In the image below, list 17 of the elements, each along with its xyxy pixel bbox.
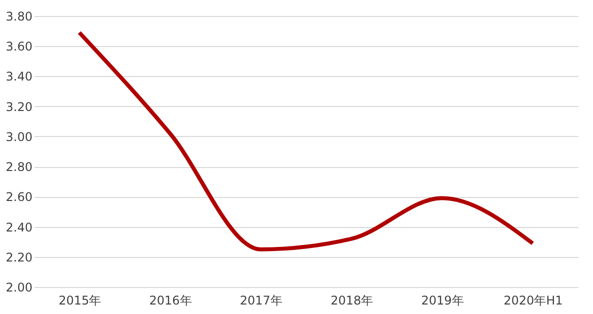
y-tick-label: 3.20 [6,100,32,114]
y-tick-label: 2.40 [6,220,32,234]
y-tick-label: 2.00 [6,280,32,294]
line-series [77,30,535,252]
y-tick-label: 3.00 [6,130,32,144]
x-tick-label: 2018年 [330,294,374,308]
y-tick-label: 3.40 [6,70,32,84]
x-tick-label: 2017年 [240,294,282,308]
y-tick-label: 2.80 [6,160,32,174]
x-tick-label: 2016年 [149,294,192,308]
y-tick-label: 3.60 [6,40,32,54]
y-tick-label: 2.60 [6,190,32,204]
x-tick-label: 2015年 [58,294,102,308]
x-tick-label: 2020年H1 [504,294,563,308]
y-tick-label: 3.80 [6,10,32,24]
y-tick-label: 2.20 [6,250,32,264]
x-tick-label: 2019年 [421,294,464,308]
